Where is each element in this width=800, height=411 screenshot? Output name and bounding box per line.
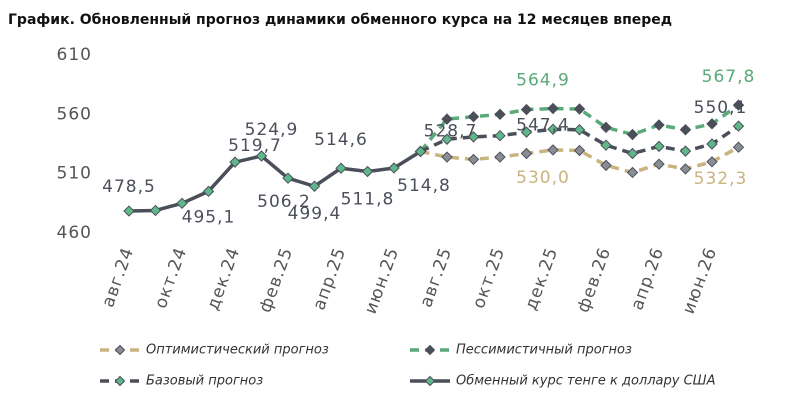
legend-label: Обменный курс тенге к доллару США (456, 374, 715, 389)
point-marker (573, 103, 586, 115)
point-marker (494, 108, 506, 121)
point-marker (520, 103, 533, 116)
x-tick-label: июн.25 (361, 245, 404, 317)
point-marker (547, 144, 559, 156)
point-marker (600, 159, 612, 172)
point-marker (388, 162, 400, 174)
point-marker (255, 150, 268, 162)
point-marker (229, 156, 241, 168)
data-label: 532,3 (694, 169, 748, 189)
x-tick-label: дек.25 (521, 245, 562, 313)
chart-title: График. Обновленный прогноз динамики обм… (8, 12, 672, 28)
point-marker (494, 129, 506, 142)
point-marker (467, 153, 480, 166)
legend-marker (114, 375, 126, 387)
data-label: 530,0 (516, 168, 570, 188)
data-label: 564,9 (516, 71, 570, 91)
y-tick-label: 460 (57, 223, 92, 243)
point-marker (123, 205, 135, 217)
point-marker (600, 121, 612, 134)
data-label: 514,8 (397, 176, 451, 196)
point-marker (441, 113, 453, 125)
data-label: 495,1 (182, 207, 236, 227)
legend-label: Оптимистический прогноз (146, 343, 329, 358)
point-marker (308, 180, 321, 192)
point-marker (149, 204, 162, 217)
x-tick-label: июн.26 (679, 245, 722, 317)
point-marker (547, 123, 559, 135)
data-label: 499,4 (288, 204, 342, 224)
point-marker (679, 124, 692, 136)
x-tick-label: апр.25 (309, 245, 350, 313)
point-marker (494, 151, 506, 163)
data-label: 519,7 (228, 136, 282, 156)
point-marker (573, 144, 586, 157)
x-tick-label: авг.25 (416, 245, 456, 310)
legend-marker (424, 344, 436, 356)
y-tick-label: 560 (57, 104, 92, 124)
x-tick-label: окт.24 (151, 245, 192, 312)
point-marker (653, 119, 665, 131)
point-marker (679, 145, 692, 157)
point-marker (706, 156, 718, 168)
point-marker (520, 126, 533, 138)
data-label: 524,9 (245, 120, 299, 140)
legend-label: Базовый прогноз (146, 374, 263, 389)
x-tick-label: дек.24 (203, 245, 244, 313)
x-tick-label: фев.25 (255, 245, 297, 316)
data-label: 514,6 (314, 130, 368, 150)
point-marker (732, 120, 745, 132)
data-label: 478,5 (102, 177, 156, 197)
data-label: 547,4 (516, 115, 570, 135)
point-marker (653, 140, 665, 153)
x-tick-label: окт.25 (469, 245, 510, 312)
point-marker (679, 163, 692, 175)
point-marker (706, 138, 718, 150)
point-marker (573, 124, 586, 136)
point-marker (732, 99, 745, 111)
y-tick-label: 610 (57, 45, 92, 65)
x-tick-label: авг.24 (98, 245, 138, 310)
point-marker (441, 133, 453, 145)
point-marker (282, 172, 294, 184)
legend-marker (114, 344, 126, 356)
point-marker (414, 145, 427, 158)
data-label: 528,7 (424, 121, 478, 141)
point-marker (626, 128, 639, 141)
point-marker (335, 162, 347, 174)
y-tick-label: 510 (57, 164, 92, 184)
x-tick-label: фев.26 (573, 245, 615, 316)
point-marker (732, 141, 745, 153)
legend-label: Пессимистичный прогноз (456, 343, 632, 358)
legend-marker (424, 375, 436, 387)
point-marker (626, 166, 639, 179)
point-marker (176, 197, 188, 210)
point-marker (361, 165, 374, 178)
point-marker (202, 185, 215, 198)
point-marker (441, 151, 453, 163)
point-marker (547, 102, 559, 115)
point-marker (467, 110, 480, 123)
point-marker (520, 147, 533, 160)
point-marker (706, 118, 718, 130)
point-marker (626, 147, 639, 160)
data-label: 506,2 (257, 192, 311, 212)
data-label: 511,8 (341, 190, 395, 210)
point-marker (653, 158, 665, 170)
data-label: 550,1 (694, 98, 748, 118)
point-marker (467, 131, 480, 143)
point-marker (600, 139, 612, 151)
x-tick-label: апр.26 (627, 245, 668, 313)
data-label: 567,8 (702, 67, 756, 87)
